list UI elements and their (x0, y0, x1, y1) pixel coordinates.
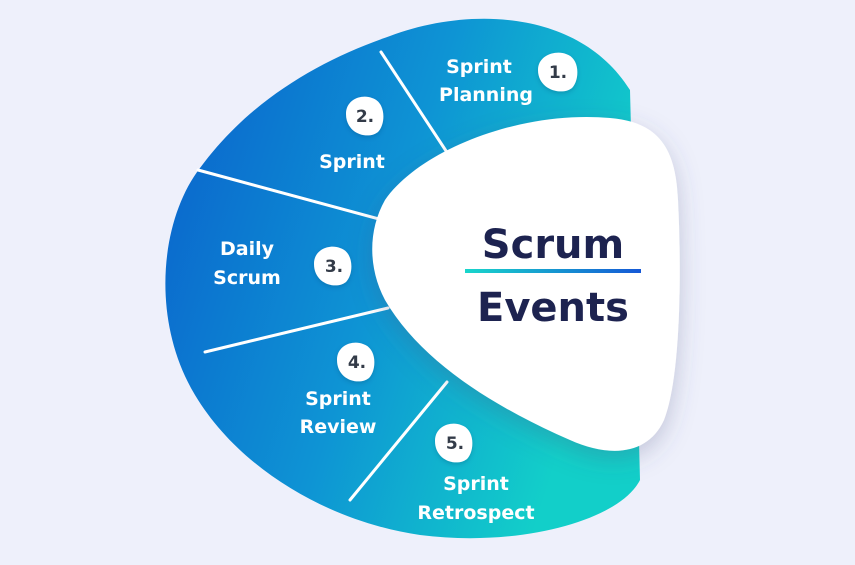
divider-1 (379, 50, 454, 162)
event-1-label-line-1: Sprint (446, 56, 512, 78)
badge-2-number: 2. (356, 107, 374, 127)
event-5: 5. Sprint Retrospect (417, 423, 535, 524)
badge-1-number: 1. (549, 63, 567, 83)
badge-3 (314, 246, 352, 286)
title-line-2: Events (477, 285, 629, 331)
event-1-label-line-2: Planning (439, 84, 533, 106)
segment-dividers (196, 50, 454, 502)
event-1: 1. Sprint Planning (439, 52, 578, 106)
title-underline (465, 269, 641, 273)
event-2-label-line-1: Sprint (319, 151, 385, 173)
badge-1 (538, 52, 578, 92)
badge-5 (435, 423, 473, 463)
badge-4-number: 4. (348, 353, 366, 373)
event-3: 3. Daily Scrum (213, 238, 352, 289)
title-line-1: Scrum (482, 222, 624, 268)
divider-3 (203, 306, 390, 354)
badge-5-number: 5. (446, 434, 464, 454)
divider-4 (348, 380, 449, 502)
center-shape (372, 116, 680, 451)
event-4-label-line-1: Sprint (305, 388, 371, 410)
event-4-label-line-2: Review (300, 416, 377, 438)
event-2: 2. Sprint (319, 96, 385, 173)
divider-2 (196, 168, 392, 224)
event-3-label-line-1: Daily (220, 238, 275, 260)
event-4: 4. Sprint Review (300, 342, 377, 438)
event-5-label-line-1: Sprint (443, 473, 509, 495)
badge-2 (346, 96, 384, 136)
badge-3-number: 3. (325, 257, 343, 277)
event-3-label-line-2: Scrum (213, 267, 281, 289)
badge-4 (337, 342, 375, 382)
event-5-label-line-2: Retrospect (417, 502, 534, 524)
